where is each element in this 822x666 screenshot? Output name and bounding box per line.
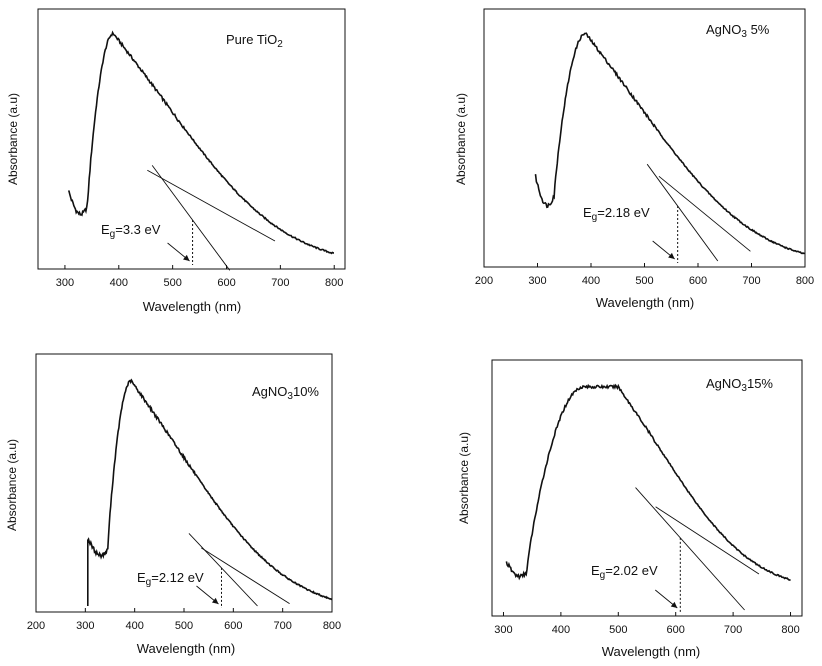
x-tick-label: 600 — [667, 624, 685, 636]
x-tick-label: 300 — [494, 624, 512, 636]
panel-pure-tio2: 300 400 500 600 700 800 Pure TiO2 Eg=3.3 eV W… — [6, 8, 346, 314]
absorbance-curve — [68, 30, 334, 255]
bandgap-label: Eg=2.12 eV — [137, 570, 204, 588]
plot-frame — [483, 8, 806, 268]
tangent-line — [151, 165, 231, 271]
x-tick-label: 300 — [76, 620, 94, 632]
plot-frame — [491, 359, 803, 617]
x-tick-label: 600 — [217, 277, 235, 289]
x-tick-label: 500 — [609, 624, 627, 636]
absorbance-curve — [534, 32, 805, 255]
arrow-head — [668, 252, 675, 259]
tangent-line — [188, 533, 258, 607]
x-axis-label: Wavelength (nm) — [602, 644, 701, 659]
plot-frame — [37, 8, 346, 270]
arrow-head — [211, 597, 219, 604]
panel-agno3-15: 300 400 500 600 700 800 AgNO315% Eg=2.02 eV W… — [457, 359, 803, 659]
absorbance-curve — [87, 378, 333, 606]
x-ticks: 200 300 400 500 600 700 800 — [27, 608, 341, 632]
panel-title: Pure TiO2 — [226, 32, 283, 50]
x-tick-label: 700 — [724, 624, 742, 636]
x-tick-label: 500 — [635, 275, 653, 287]
x-tick-label: 800 — [323, 620, 341, 632]
x-ticks: 300 400 500 600 700 800 — [494, 612, 800, 636]
x-tick-label: 400 — [582, 275, 600, 287]
arrow-head — [670, 601, 678, 608]
x-tick-label: 600 — [224, 620, 242, 632]
x-axis-label: Wavelength (nm) — [596, 295, 695, 310]
bandgap-label: Eg=2.18 eV — [583, 205, 650, 223]
panel-agno3-5: 200 300 400 500 600 700 800 AgNO3 5% Eg=2.18 e… — [454, 8, 814, 310]
y-axis-label: Absorbance (a.u) — [6, 93, 20, 185]
tangent-line — [646, 163, 719, 262]
arrow-head — [183, 254, 190, 261]
x-tick-label: 800 — [781, 624, 799, 636]
y-axis-label: Absorbance (a.u) — [5, 439, 19, 531]
baseline-line — [147, 169, 276, 242]
x-tick-label: 300 — [56, 277, 74, 289]
absorbance-curve — [505, 383, 791, 582]
x-tick-label: 300 — [528, 275, 546, 287]
y-axis-label: Absorbance (a.u) — [457, 432, 471, 524]
x-axis-label: Wavelength (nm) — [143, 299, 242, 314]
x-tick-label: 200 — [475, 275, 493, 287]
panel-agno3-10: 200 300 400 500 600 700 800 AgNO310% Eg=2.12 e… — [5, 353, 341, 656]
baseline-line — [658, 175, 751, 252]
y-axis-label: Absorbance (a.u) — [454, 93, 468, 185]
x-tick-label: 800 — [796, 275, 814, 287]
x-tick-label: 700 — [742, 275, 760, 287]
x-tick-label: 400 — [552, 624, 570, 636]
x-tick-label: 500 — [163, 277, 181, 289]
x-tick-label: 500 — [175, 620, 193, 632]
x-tick-label: 600 — [689, 275, 707, 287]
baseline-line — [201, 547, 290, 604]
x-tick-label: 400 — [110, 277, 128, 289]
x-tick-label: 800 — [325, 277, 343, 289]
x-tick-label: 700 — [271, 277, 289, 289]
x-ticks: 200 300 400 500 600 700 800 — [475, 263, 814, 287]
x-tick-label: 200 — [27, 620, 45, 632]
bandgap-label: Eg=3.3 eV — [101, 222, 161, 240]
baseline-line — [655, 506, 760, 575]
panel-title: AgNO3 5% — [706, 22, 770, 40]
x-ticks: 300 400 500 600 700 800 — [56, 265, 343, 289]
panel-title: AgNO310% — [252, 384, 319, 402]
bandgap-label: Eg=2.02 eV — [591, 563, 658, 581]
x-axis-label: Wavelength (nm) — [137, 641, 236, 656]
x-tick-label: 700 — [273, 620, 291, 632]
panel-title: AgNO315% — [706, 376, 773, 394]
x-tick-label: 400 — [125, 620, 143, 632]
tangent-line — [635, 487, 745, 611]
